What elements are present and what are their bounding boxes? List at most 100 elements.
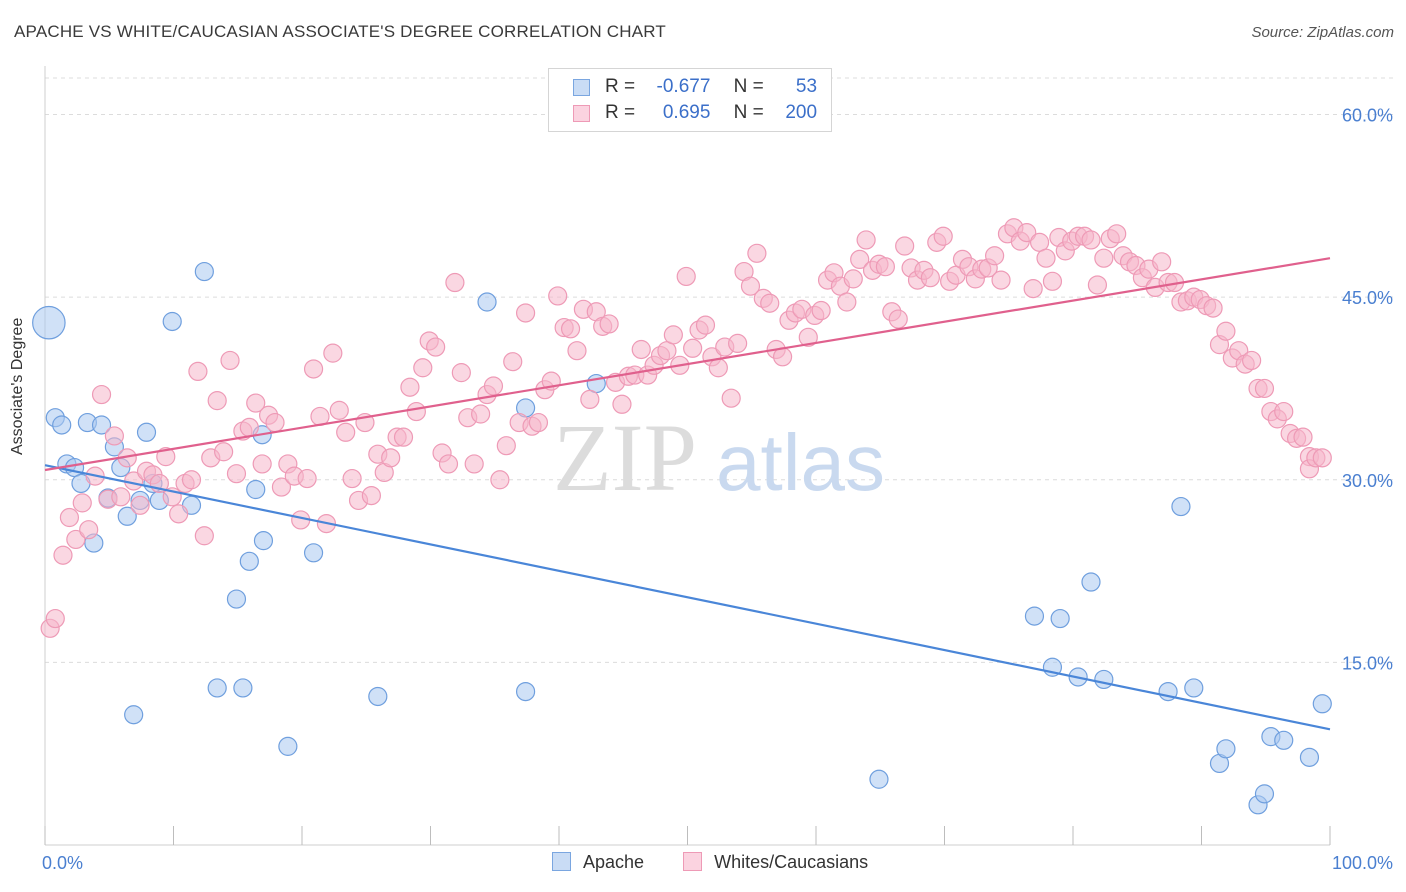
whites-point bbox=[895, 236, 915, 256]
r-label: R = bbox=[605, 76, 636, 97]
apache-point bbox=[278, 736, 298, 756]
y-tick-label: 15.0% bbox=[1342, 653, 1393, 673]
whites-point bbox=[811, 300, 831, 321]
apache-point bbox=[1024, 606, 1045, 626]
whites-point bbox=[683, 338, 703, 358]
whites-point bbox=[91, 384, 112, 405]
apache-point bbox=[32, 305, 66, 340]
whites-point bbox=[1107, 224, 1127, 244]
n-label: N = bbox=[733, 102, 764, 123]
apache-point bbox=[253, 531, 274, 551]
legend-swatch-apache bbox=[552, 852, 571, 871]
whites-point bbox=[72, 493, 92, 513]
whites-point bbox=[920, 268, 940, 288]
whites-point bbox=[130, 495, 150, 515]
whites-point bbox=[528, 412, 549, 433]
whites-point bbox=[188, 361, 208, 382]
whites-point bbox=[1081, 230, 1101, 250]
legend-swatch-whites bbox=[683, 852, 703, 871]
apache-point bbox=[207, 678, 227, 698]
whites-point bbox=[181, 470, 202, 490]
whites-point bbox=[413, 358, 433, 378]
whites-point bbox=[471, 404, 491, 424]
whites-point bbox=[560, 319, 581, 339]
whites-point bbox=[728, 333, 748, 354]
whites-point bbox=[1042, 271, 1063, 291]
whites-point bbox=[515, 303, 536, 323]
y-tick-label: 60.0% bbox=[1342, 106, 1393, 126]
x-tick-label: 100.0% bbox=[1332, 853, 1393, 873]
whites-point bbox=[991, 270, 1011, 290]
whites-point bbox=[567, 341, 587, 361]
apache-point bbox=[1312, 694, 1332, 714]
trend-lines bbox=[44, 257, 1331, 731]
whites-point bbox=[580, 389, 600, 410]
series-legend: Apache Whites/Caucasians bbox=[552, 852, 902, 873]
whites-point bbox=[837, 292, 857, 312]
apache-point bbox=[233, 678, 253, 698]
whites-point bbox=[1017, 223, 1037, 243]
apache-point bbox=[477, 292, 497, 312]
whites-point bbox=[1203, 298, 1223, 318]
whites-point bbox=[503, 352, 523, 372]
whites-point bbox=[381, 448, 401, 468]
watermark-atlas: atlas bbox=[716, 418, 885, 507]
legend-swatch-apache bbox=[573, 79, 590, 96]
whites-point bbox=[342, 468, 362, 489]
whites-point bbox=[1023, 279, 1043, 299]
apache-point bbox=[1299, 747, 1320, 767]
series-whites-points bbox=[40, 218, 1332, 638]
whites-point bbox=[747, 243, 767, 263]
apache-point bbox=[162, 311, 182, 332]
whites-point bbox=[599, 314, 619, 334]
y-tick-label: 30.0% bbox=[1342, 471, 1393, 491]
apache-point bbox=[1094, 669, 1114, 690]
whites-point bbox=[548, 286, 568, 306]
watermark-zip: ZIP bbox=[553, 404, 697, 511]
whites-point bbox=[329, 400, 349, 420]
legend-swatch-whites bbox=[573, 105, 590, 122]
whites-point bbox=[246, 393, 266, 413]
watermark: ZIP atlas bbox=[553, 404, 885, 511]
whites-point bbox=[490, 470, 510, 490]
apache-point bbox=[246, 479, 266, 500]
apache-point bbox=[368, 686, 388, 707]
y-axis-label: Associate's Degree bbox=[9, 317, 26, 455]
apache-point bbox=[117, 506, 137, 526]
correlation-legend: R = -0.677 N = 53 R = 0.695 N = 200 bbox=[548, 68, 832, 132]
whites-point bbox=[406, 401, 426, 422]
whites-point bbox=[438, 454, 459, 474]
whites-point bbox=[226, 464, 247, 484]
apache-point bbox=[515, 681, 536, 702]
whites-point bbox=[53, 545, 73, 565]
whites-point bbox=[676, 266, 696, 287]
whites-point bbox=[45, 608, 65, 629]
whites-point bbox=[104, 426, 124, 446]
apache-point bbox=[226, 589, 247, 609]
apache-trend-line bbox=[44, 464, 1331, 731]
r-label: R = bbox=[605, 102, 636, 123]
apache-point bbox=[1050, 608, 1070, 629]
whites-trend-line bbox=[44, 257, 1331, 472]
apache-point bbox=[1081, 572, 1101, 592]
whites-point bbox=[612, 394, 632, 414]
whites-point bbox=[445, 272, 465, 293]
whites-point bbox=[265, 412, 285, 433]
whites-point bbox=[985, 246, 1005, 266]
whites-point bbox=[239, 417, 259, 438]
legend-item-whites: Whites/Caucasians bbox=[683, 852, 868, 873]
whites-point bbox=[798, 327, 818, 347]
r-value-apache: -0.677 bbox=[656, 76, 711, 97]
apache-point bbox=[1184, 678, 1204, 698]
n-label: N = bbox=[733, 76, 764, 97]
apache-point bbox=[194, 261, 214, 282]
whites-point bbox=[169, 504, 189, 524]
whites-point bbox=[850, 249, 870, 270]
whites-point bbox=[740, 276, 761, 296]
x-tick-labels: 0.0% 100.0% bbox=[42, 853, 1393, 873]
whites-point bbox=[426, 337, 446, 357]
whites-point bbox=[708, 358, 728, 378]
whites-point bbox=[451, 363, 471, 383]
legend-item-apache: Apache bbox=[552, 852, 644, 873]
apache-point bbox=[91, 415, 112, 435]
